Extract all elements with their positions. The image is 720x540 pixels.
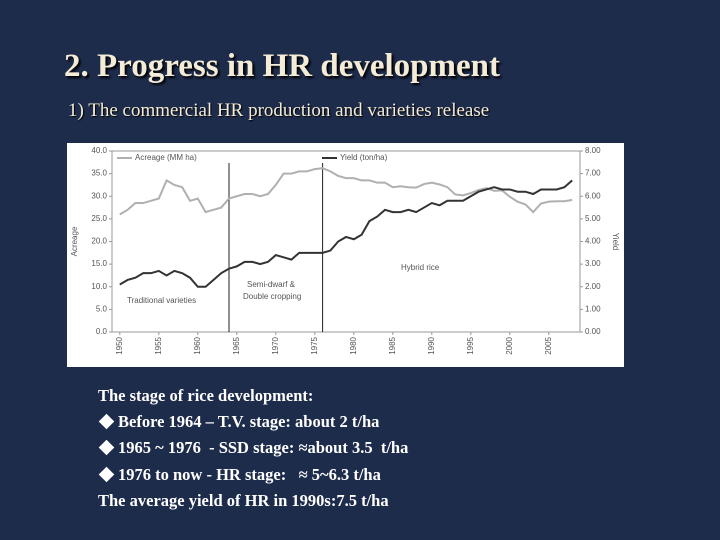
y-tick-label: 20.0 [91,237,107,246]
y-axis-title: Acreage [70,226,79,256]
y-tick-label: 15.0 [91,259,107,268]
annotation: Semi-dwarf & [247,280,296,289]
footer: The average yield of HR in 1990s:7.5 t/h… [98,490,389,510]
x-tick-label: 1980 [349,336,358,354]
chart-background [67,143,624,367]
x-tick-label: 1965 [232,336,241,354]
y2-tick-label: 5.00 [585,214,601,223]
series-line [119,167,573,216]
x-tick-label: 1955 [154,336,163,354]
y-tick-label: 10.0 [91,282,107,291]
y-tick-label: 35.0 [91,169,107,178]
x-tick-label: 1950 [115,336,124,354]
legend-label: Yield (ton/ha) [340,153,388,162]
y2-axis-title: Yield [611,233,620,251]
x-tick-label: 1985 [388,336,397,354]
bullet: Before 1964 – T.V. stage: about 2 t/ha [98,409,408,435]
chart: 0.0 5.0 10.0 15.0 20.0 25.0 30.0 35.0 40.0 0.00 1.… [67,143,624,367]
bullet: 1965 ~ 1976 - SSD stage: ≈about 3.5 t/ha [98,435,408,461]
x-tick-label: 1970 [271,336,280,354]
annotation: Hybrid rice [401,263,440,272]
y-tick-label: 0.0 [96,327,108,336]
annotation: Double cropping [243,292,301,301]
y2-tick-label: 2.00 [585,282,601,291]
x-tick-label: 1975 [310,336,319,354]
heading: The stage of rice development: [98,386,314,405]
x-tick-label: 2005 [544,336,553,354]
y-tick-label: 5.0 [96,304,108,313]
y2-tick-label: 7.00 [585,169,601,178]
y-tick-label: 40.0 [91,146,107,155]
bullet-text: 1965 ~ 1976 - SSD stage: ≈about 3.5 t/ha [118,438,409,458]
legend-label: Acreage (MM ha) [135,153,197,162]
x-tick-label: 1995 [466,336,475,354]
y-tick-label: 30.0 [91,191,107,200]
y2-tick-label: 4.00 [585,237,601,246]
y2-tick-label: 3.00 [585,259,601,268]
x-tick-label: 2000 [505,336,514,354]
text-block: The stage of rice development: Before 196… [98,383,408,514]
x-tick-label: 1990 [427,336,436,354]
y2-tick-label: 6.00 [585,191,601,200]
bullet-text: Before 1964 – T.V. stage: about 2 t/ha [118,412,380,432]
bullet: 1976 to now - HR stage: ≈ 5~6.3 t/ha [98,462,408,488]
slide-title: 2. Progress in HR development [64,48,501,84]
series-line [119,179,573,288]
y2-tick-label: 1.00 [585,304,601,313]
x-tick-label: 1960 [193,336,202,354]
y2-tick-label: 8.00 [585,146,601,155]
y-tick-label: 25.0 [91,214,107,223]
slide-subtitle: 1) The commercial HR production and vari… [68,100,490,121]
y2-tick-label: 0.00 [585,327,601,336]
annotation: Traditional varieties [127,296,196,305]
bullet-text: 1976 to now - HR stage: ≈ 5~6.3 t/ha [118,464,381,484]
